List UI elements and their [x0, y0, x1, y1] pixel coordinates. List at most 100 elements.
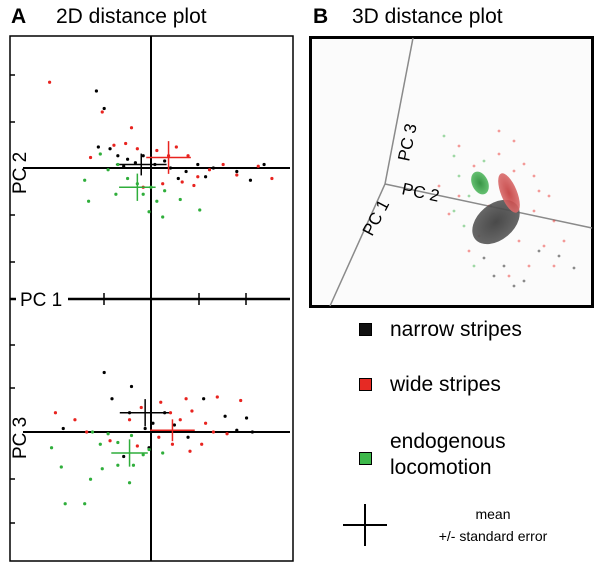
narrow-stripes-point: [143, 426, 147, 431]
point-3d: [457, 144, 461, 148]
wide-stripes-point: [88, 155, 93, 160]
wide-stripes-point: [235, 173, 239, 177]
endogenous-locomotion-point: [90, 430, 95, 434]
endogenous-ellipsoid: [471, 171, 489, 195]
wide-stripes-point: [155, 148, 159, 153]
endogenous-locomotion-point: [88, 477, 93, 481]
wide-stripes-point: [139, 405, 143, 410]
narrow-stripes-point: [184, 169, 188, 174]
wide-stripes-point: [256, 164, 260, 168]
endogenous-locomotion-point: [83, 178, 87, 182]
wide-stripes-ellipsoid: [498, 173, 520, 213]
narrow-stripes-point: [223, 414, 227, 418]
narrow-stripes-point: [108, 147, 112, 151]
axis-ticks: [10, 74, 247, 524]
mean-label-line1: mean: [475, 506, 511, 522]
distance-plot-2d: PC 1 PC 2 PC 3: [9, 35, 294, 562]
point-3d: [437, 184, 441, 188]
wide-stripes-point: [135, 444, 139, 448]
pc1-axis-label: PC 1: [20, 290, 62, 311]
mean-label-line2: +/- standard error: [438, 528, 548, 544]
narrow-stripes-point: [94, 89, 98, 93]
point-3d: [507, 274, 511, 278]
endogenous-locomotion-point: [163, 189, 167, 193]
wide-stripes-label: wide stripes: [390, 373, 501, 396]
endogenous-locomotion-point: [106, 432, 110, 436]
point-3d: [532, 174, 536, 178]
pc1-pc3-points: [49, 370, 254, 506]
point-3d: [552, 219, 556, 223]
narrow-stripes-point: [248, 178, 253, 182]
wide-stripes-point: [221, 162, 225, 167]
narrow-stripes-point: [196, 162, 200, 167]
narrow-stripes-point: [262, 162, 266, 167]
wide-stripes-point: [48, 80, 52, 84]
point-3d: [552, 264, 556, 268]
narrow-stripes-point: [163, 159, 167, 163]
endogenous-locomotion-point: [161, 451, 165, 455]
panel-b-title: 3D distance plot: [352, 5, 503, 28]
point-3d: [517, 239, 521, 243]
point-3d: [542, 244, 546, 248]
point-3d: [522, 162, 526, 166]
wide-stripes-point: [157, 435, 161, 439]
endogenous-locomotion-point: [49, 446, 54, 450]
endogenous-locomotion-point: [126, 176, 130, 181]
narrow-stripes-label: narrow stripes: [390, 318, 522, 341]
endogenous-locomotion-point: [155, 199, 159, 203]
point-3d: [452, 209, 456, 213]
endogenous-locomotion-point: [100, 467, 104, 471]
point-3d: [522, 279, 526, 283]
narrow-stripes-point: [202, 397, 206, 401]
narrow-stripes-point: [122, 454, 126, 459]
narrow-stripes-point: [235, 428, 239, 432]
endogenous-locomotion-point: [147, 447, 151, 452]
panel-a-title: 2D distance plot: [56, 5, 207, 28]
wide-stripes-point: [204, 421, 208, 425]
point-3d: [467, 249, 471, 253]
mean-cross-icon: [343, 504, 387, 546]
point-3d: [532, 209, 536, 213]
point-3d: [482, 256, 486, 260]
endogenous-locomotion-point: [114, 192, 118, 196]
narrow-stripes-point: [186, 435, 190, 439]
narrow-stripes-point: [244, 416, 249, 420]
point-3d: [537, 249, 541, 253]
narrow-stripes-point: [250, 430, 254, 434]
endogenous-locomotion-point: [59, 465, 63, 469]
narrow-stripes-swatch: [359, 323, 372, 336]
endogenous-locomotion-point: [178, 197, 182, 202]
point-3d: [442, 134, 446, 138]
endogenous-locomotion-point: [141, 192, 145, 196]
wide-stripes-point: [200, 442, 204, 446]
endogenous-locomotion-point: [116, 463, 120, 467]
point-3d: [462, 224, 466, 228]
narrow-stripes-point: [126, 157, 130, 161]
point-3d: [447, 212, 451, 216]
endogenous-locomotion-point: [116, 162, 120, 167]
panel-a-letter: A: [11, 5, 27, 28]
narrow-stripes-point: [176, 176, 180, 181]
endogenous-locomotion-point: [83, 502, 87, 506]
point-3d: [502, 264, 506, 268]
wide-stripes-point: [178, 418, 182, 422]
wide-stripes-point: [207, 168, 212, 172]
wide-stripes-point: [73, 418, 77, 422]
endogenous-locomotion-point: [87, 199, 91, 203]
endogenous-locomotion-point: [116, 440, 120, 445]
endogenous-locomotion-point: [98, 442, 102, 446]
point-3d: [472, 264, 476, 268]
endogenous-locomotion-point: [129, 433, 134, 438]
pc2-axis-label: PC 2: [10, 152, 31, 194]
point-3d: [497, 152, 501, 156]
plot-frame-3d: [309, 36, 594, 308]
wide-stripes-point: [196, 175, 200, 179]
wide-stripes-point: [127, 418, 132, 422]
endogenous-locomotion-point: [161, 215, 165, 219]
point-3d: [512, 169, 516, 173]
endogenous-locomotion-point: [106, 168, 110, 172]
pc3-axis-3d: [384, 37, 414, 185]
point-3d: [452, 154, 456, 158]
wide-stripes-point: [108, 439, 112, 443]
point-3d: [547, 194, 551, 198]
